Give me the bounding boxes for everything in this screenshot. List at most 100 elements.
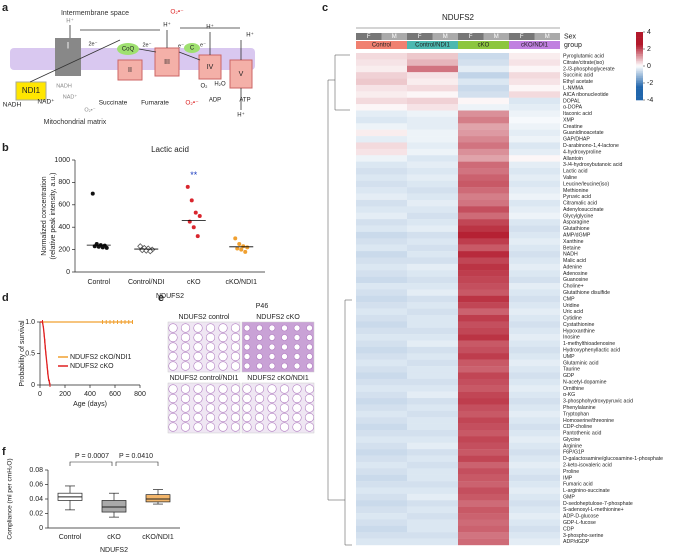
heat-cell <box>509 391 560 399</box>
sex-bar <box>534 33 560 40</box>
row-label: Valine <box>563 175 577 181</box>
alveolus <box>230 422 241 432</box>
diagram-label: NDI1 <box>22 86 41 95</box>
diagram-label: O₂•⁻ <box>84 107 95 113</box>
heat-cell <box>356 500 407 507</box>
dot <box>100 245 105 250</box>
heat-cell <box>407 180 458 188</box>
colorbar-segment <box>636 62 643 65</box>
dot <box>197 214 202 218</box>
heat-cell <box>407 513 458 520</box>
heat-cell <box>407 410 458 418</box>
heat-cell <box>407 72 458 79</box>
alveolus <box>243 353 251 360</box>
heat-cell <box>458 302 509 309</box>
row-label: ADP-D-glucose <box>563 514 599 520</box>
heat-cell <box>407 123 458 130</box>
heat-cell <box>458 59 509 66</box>
heat-cell <box>509 353 560 360</box>
diagram-label: 2e⁻ <box>142 42 151 48</box>
heat-cell <box>458 155 509 162</box>
heat-cell <box>356 199 407 207</box>
colorbar-segment <box>636 69 643 72</box>
heat-cell <box>509 155 560 162</box>
heat-cell <box>407 525 458 533</box>
group-label: cKO <box>478 43 490 49</box>
heat-cell <box>407 91 458 98</box>
group-bar <box>509 41 560 49</box>
diagram-label: ATP <box>239 98 250 104</box>
heat-cell <box>407 129 458 137</box>
heat-cell <box>458 289 509 297</box>
heat-cell <box>407 174 458 181</box>
alveolus <box>180 351 191 362</box>
row-label: Taurine <box>563 367 580 373</box>
heat-cell <box>458 417 509 424</box>
heat-cell <box>509 180 560 188</box>
heat-cell <box>407 391 458 399</box>
alveolus <box>242 412 252 423</box>
x-tick-label: 600 <box>109 391 121 398</box>
alveolus <box>230 342 241 352</box>
heat-cell <box>509 506 560 514</box>
heat-cell <box>509 219 560 226</box>
heat-cell <box>509 404 560 412</box>
group-label: Control <box>372 43 391 49</box>
heat-cell <box>407 238 458 245</box>
heat-cell <box>509 481 560 488</box>
y-tick-label: 1000 <box>54 157 70 164</box>
row-label: S-adenosyl-L-methionine+ <box>563 507 624 513</box>
row-label: Pyroglutamic acid <box>563 54 604 60</box>
heat-cell <box>458 225 509 233</box>
heat-cell <box>458 219 509 226</box>
heat-cell <box>356 321 407 328</box>
heat-cell <box>356 53 407 60</box>
heat-cell <box>458 372 509 380</box>
diagram-label: I <box>67 40 70 50</box>
coq <box>117 43 139 55</box>
heat-cell <box>356 136 407 143</box>
heat-cell <box>458 270 509 277</box>
alveolus <box>279 412 290 423</box>
heat-cell <box>407 487 458 495</box>
heat-cell <box>509 385 560 392</box>
alveolus <box>293 343 301 351</box>
alveolus <box>254 393 265 404</box>
heat-cell <box>407 461 458 469</box>
alveolus <box>205 403 216 413</box>
y-tick-label: 200 <box>58 246 70 253</box>
box <box>101 500 127 513</box>
heat-cell <box>509 161 560 169</box>
alveolus <box>243 343 251 351</box>
colorbar-segment <box>636 54 643 57</box>
heat-cell <box>509 251 560 258</box>
heat-cell <box>356 129 407 137</box>
row-label: ADP/dGDP <box>563 539 590 545</box>
colorbar-segment <box>636 76 643 79</box>
heat-cell <box>356 334 407 341</box>
heat-cell <box>407 455 458 463</box>
x-tick-label: cKO/NDI1 <box>225 279 257 286</box>
image-title: P46 <box>256 303 269 310</box>
alveolus <box>180 323 191 333</box>
colorbar-label: 4 <box>647 29 651 36</box>
diagram-label: H₂O <box>214 82 226 88</box>
heat-cell <box>509 308 560 316</box>
colorbar-segment <box>636 83 643 85</box>
row-label: GDP <box>563 373 575 379</box>
alveolus <box>243 362 251 370</box>
heat-cell <box>356 327 407 335</box>
alveolus <box>230 351 241 362</box>
heat-cell <box>356 340 407 348</box>
heat-cell <box>356 366 407 373</box>
alveolus <box>279 393 290 404</box>
row-label: Leucine/leucine(iso) <box>563 181 609 187</box>
heat-cell <box>356 532 407 539</box>
alveolus <box>256 343 263 351</box>
dot <box>237 242 242 246</box>
alveolus <box>168 384 178 394</box>
x-tick-label: 400 <box>84 391 96 398</box>
alveolus <box>193 403 203 413</box>
heat-cell <box>509 53 560 60</box>
heat-cell <box>458 487 509 495</box>
